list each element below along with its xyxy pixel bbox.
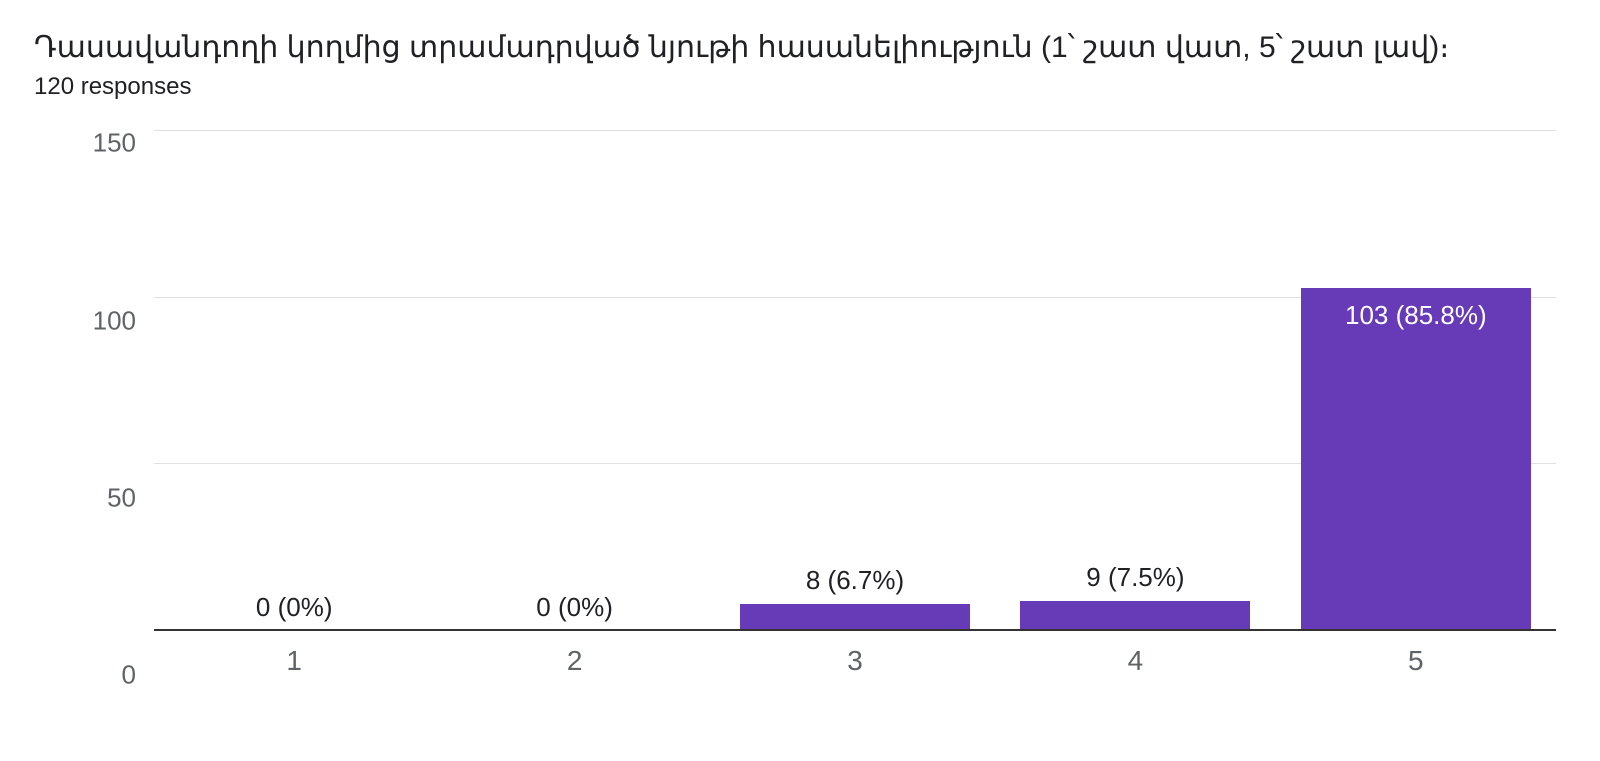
chart-container: Դասավանդողի կողմից տրամադրված նյութի հաս… [0,0,1600,691]
bar-value-label: 9 (7.5%) [1086,562,1184,593]
bar-value-label: 8 (6.7%) [806,565,904,596]
chart-area: 150 100 50 0 0 (0%) 0 (0%) 8 (6.7%) 9 (7.5%… [34,131,1566,691]
y-axis: 150 100 50 0 [34,131,154,691]
plot-region: 0 (0%) 0 (0%) 8 (6.7%) 9 (7.5%) 103 (85.8%) [154,131,1556,631]
bars-group: 0 (0%) 0 (0%) 8 (6.7%) 9 (7.5%) 103 (85.8%) [154,131,1556,631]
x-tick-label: 3 [715,631,995,691]
bar-value-label: 0 (0%) [256,592,333,623]
chart-subtitle: 120 responses [34,73,1566,101]
bar: 8 (6.7%) [740,604,970,631]
chart-title: Դասավանդողի կողմից տրամադրված նյութի հաս… [34,28,1566,67]
bar-slot: 9 (7.5%) [995,131,1275,631]
x-tick-label: 2 [434,631,714,691]
y-tick-label: 50 [107,482,136,513]
bar: 9 (7.5%) [1020,601,1250,631]
y-tick-label: 0 [122,660,136,691]
x-tick-label: 1 [154,631,434,691]
y-tick-label: 150 [93,128,136,159]
bar-value-label: 0 (0%) [536,592,613,623]
x-tick-label: 4 [995,631,1275,691]
bar-slot: 8 (6.7%) [715,131,995,631]
y-tick-label: 100 [93,305,136,336]
bar-value-label: 103 (85.8%) [1345,300,1487,331]
bar-slot: 0 (0%) [434,131,714,631]
x-axis: 12345 [154,631,1556,691]
bar-slot: 103 (85.8%) [1276,131,1556,631]
bar-slot: 0 (0%) [154,131,434,631]
bar: 103 (85.8%) [1301,288,1531,631]
x-tick-label: 5 [1276,631,1556,691]
